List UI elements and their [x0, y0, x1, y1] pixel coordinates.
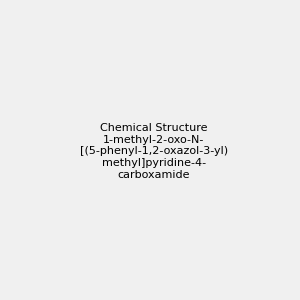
- Text: Chemical Structure
1-methyl-2-oxo-N-
[(5-phenyl-1,2-oxazol-3-yl)
methyl]pyridine: Chemical Structure 1-methyl-2-oxo-N- [(5…: [80, 123, 228, 180]
